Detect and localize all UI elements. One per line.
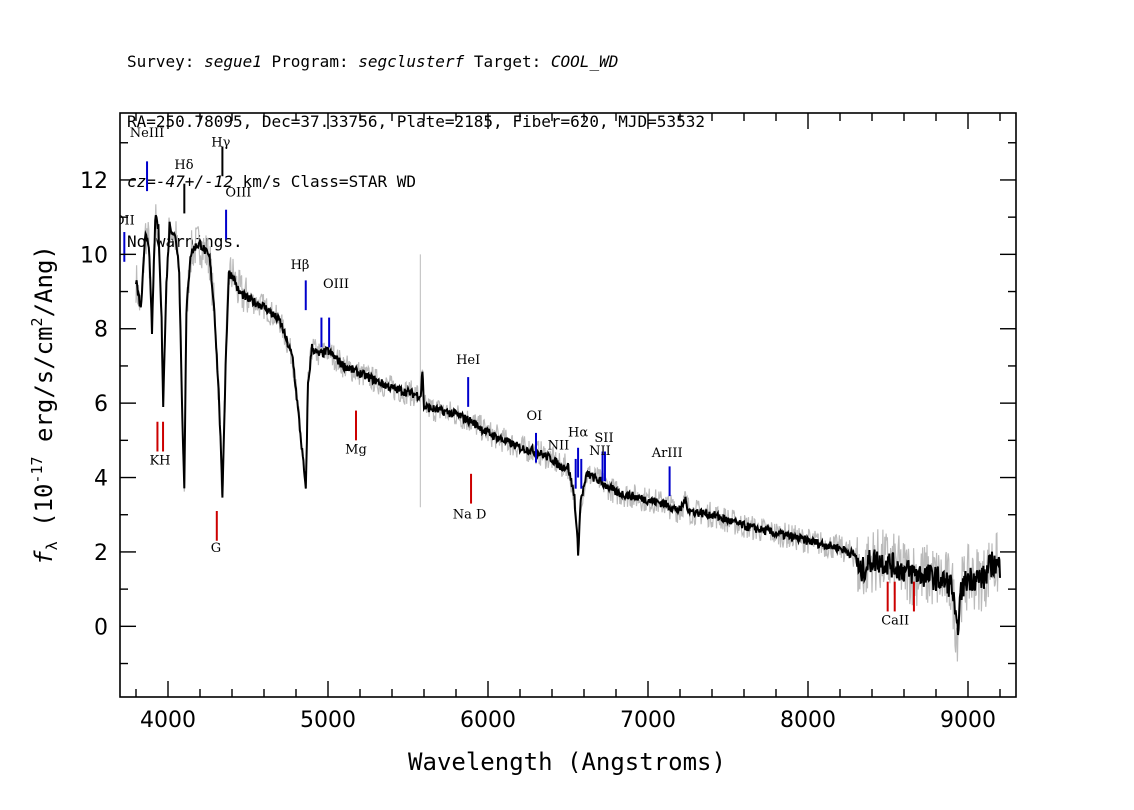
spectral-line-label-nii: NII <box>589 444 611 459</box>
noise-spectrum <box>135 204 1001 662</box>
plot-frame <box>119 112 1017 698</box>
spectral-line-label-hα: Hα <box>568 426 588 441</box>
spectrum-header: Survey: segue1 Program: segclusterf Targ… <box>127 12 705 272</box>
y-tick-label-4: 4 <box>94 467 108 492</box>
spectral-line-label-ariii: ArIII <box>651 446 683 461</box>
spectral-line-label-sii: SII <box>594 431 613 446</box>
spectral-line-label-hei: HeI <box>456 353 480 368</box>
spectral-line-label-neiii: NeIII <box>130 126 164 141</box>
program-value: segclusterf <box>358 52 465 71</box>
spectral-line-label-oiii: OIII <box>225 186 251 201</box>
x-axis-title: Wavelength (Angstroms) <box>408 748 726 776</box>
target-label: Target: <box>473 52 542 71</box>
cz-prefix: cz= <box>127 172 156 191</box>
spectral-line-label-oi: OI <box>527 409 543 424</box>
x-tick-label-8000: 8000 <box>780 708 836 733</box>
spectral-line-label-na-d: Na D <box>453 507 487 522</box>
spectral-line-label-kh: KH <box>149 454 170 469</box>
spectrum-line <box>135 214 1001 636</box>
survey-value: segue1 <box>204 52 262 71</box>
header-line-survey: Survey: segue1 Program: segclusterf Targ… <box>127 52 705 72</box>
header-line-cz: cz=-47+/-12 km/s Class=STAR WD <box>127 172 705 192</box>
spectral-line-label-mg: Mg <box>345 442 367 457</box>
survey-label: Survey: <box>127 52 195 71</box>
spectral-line-label-hδ: Hδ <box>174 158 193 173</box>
y-tick-label-12: 12 <box>80 169 108 194</box>
spectral-lines-layer: OIINeIIIHδHγOIIIHβOIIIHeIOINIIHαNIISIIAr… <box>114 126 915 628</box>
x-tick-label-5000: 5000 <box>300 708 356 733</box>
cz-value: -47+/-12 <box>155 172 233 191</box>
spectral-line-label-hγ: Hγ <box>211 135 230 150</box>
x-tick-label-7000: 7000 <box>620 708 676 733</box>
spectral-line-label-nii: NII <box>548 439 570 454</box>
header-line-coords: RA=250.78095, Dec=37.33756, Plate=2185, … <box>127 112 705 131</box>
x-tick-label-6000: 6000 <box>460 708 516 733</box>
spectral-line-label-g: G <box>211 541 221 556</box>
y-tick-label-10: 10 <box>80 243 108 268</box>
y-tick-label-2: 2 <box>94 541 108 566</box>
x-tick-label-4000: 4000 <box>140 708 196 733</box>
y-tick-label-6: 6 <box>94 392 108 417</box>
target-value: COOL_WD <box>550 52 619 71</box>
y-axis-title: fλ (10-17 erg/s/cm2/Ang) <box>28 245 61 565</box>
series-layer <box>135 214 1001 636</box>
y-tick-label-0: 0 <box>94 615 108 640</box>
program-label: Program: <box>271 52 349 71</box>
spectral-line-label-oii: OII <box>114 214 135 229</box>
y-tick-label-8: 8 <box>94 318 108 343</box>
x-tick-label-9000: 9000 <box>940 708 996 733</box>
noise-layer <box>135 204 1001 662</box>
cz-suffix: km/s Class=STAR WD <box>232 172 416 191</box>
spectral-line-label-oiii: OIII <box>323 277 349 292</box>
spectral-line-label-caii: CaII <box>881 613 909 628</box>
spectral-line-label-hβ: Hβ <box>291 258 310 273</box>
axes-layer: 4000 5000 6000 7000 8000 9000 0 2 4 6 8 10 12 <box>80 112 1017 733</box>
svg-text:fλ (10-17 erg/s/cm2/Ang): fλ (10-17 erg/s/cm2/Ang) <box>28 245 61 565</box>
